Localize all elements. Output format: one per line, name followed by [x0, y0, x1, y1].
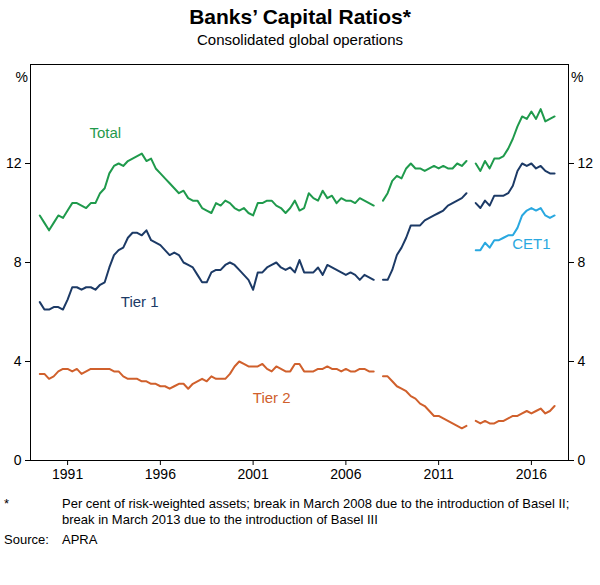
- svg-text:0: 0: [14, 452, 22, 468]
- html-text:Per cent of risk-weighted asse: Per cent of risk-weighted assets; break …: [62, 496, 570, 527]
- svg-text:4: 4: [14, 353, 22, 369]
- svg-text:%: %: [571, 69, 583, 85]
- svg-text:2016: 2016: [516, 466, 547, 482]
- svg-text:%: %: [16, 69, 28, 85]
- svg-text:Tier 2: Tier 2: [253, 389, 291, 406]
- html-text:Banks’ Capital Ratios*: Banks’ Capital Ratios*: [189, 5, 411, 28]
- svg-text:8: 8: [578, 254, 586, 270]
- svg-text:1991: 1991: [52, 466, 83, 482]
- svg-text:0: 0: [578, 452, 586, 468]
- html-text:Source:: Source:: [4, 532, 49, 547]
- svg-text:2001: 2001: [238, 466, 269, 482]
- html-text:APRA: APRA: [62, 532, 98, 547]
- svg-text:Tier 1: Tier 1: [121, 293, 159, 310]
- svg-text:12: 12: [578, 155, 594, 171]
- svg-text:2011: 2011: [424, 466, 454, 482]
- svg-text:4: 4: [578, 353, 586, 369]
- svg-text:2006: 2006: [330, 466, 361, 482]
- svg-text:Total: Total: [90, 124, 122, 141]
- svg-text:1996: 1996: [145, 466, 176, 482]
- svg-text:CET1: CET1: [512, 235, 550, 252]
- svg-text:12: 12: [6, 155, 22, 171]
- svg-text:8: 8: [14, 254, 22, 270]
- html-text:Consolidated global operations: Consolidated global operations: [197, 31, 403, 48]
